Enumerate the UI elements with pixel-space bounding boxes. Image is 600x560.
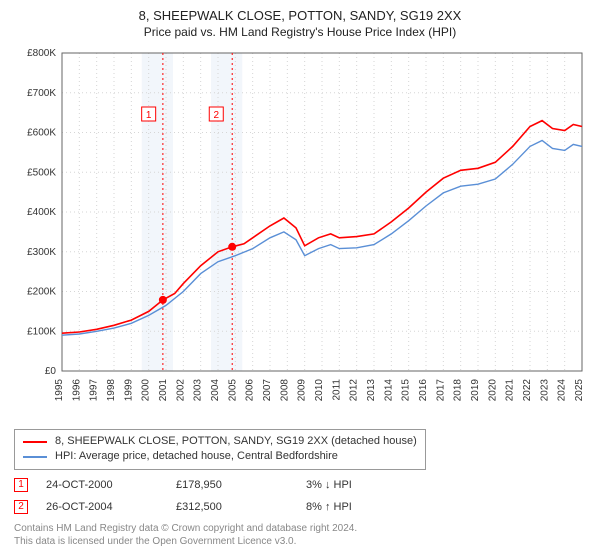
svg-text:1998: 1998: [106, 378, 117, 401]
svg-text:2019: 2019: [470, 378, 481, 401]
svg-text:£800K: £800K: [27, 48, 56, 59]
svg-text:1996: 1996: [71, 378, 82, 401]
sale-row: 1 24-OCT-2000 £178,950 3% ↓ HPI: [14, 478, 586, 492]
svg-text:2023: 2023: [539, 378, 550, 401]
svg-text:2025: 2025: [574, 378, 585, 401]
sale-price: £178,950: [176, 479, 306, 491]
svg-text:2016: 2016: [418, 378, 429, 401]
svg-text:2001: 2001: [158, 378, 169, 401]
footer-note: Contains HM Land Registry data © Crown c…: [14, 522, 586, 549]
legend-swatch-icon: [23, 456, 47, 458]
sale-marker-icon: 2: [14, 500, 28, 514]
legend-label: 8, SHEEPWALK CLOSE, POTTON, SANDY, SG19 …: [55, 434, 417, 449]
svg-text:2014: 2014: [383, 378, 394, 401]
svg-text:£400K: £400K: [27, 207, 56, 218]
svg-text:1995: 1995: [54, 378, 65, 401]
sale-marker-icon: 1: [14, 478, 28, 492]
legend-label: HPI: Average price, detached house, Cent…: [55, 449, 338, 464]
sale-row: 2 26-OCT-2004 £312,500 8% ↑ HPI: [14, 500, 586, 514]
footer-line: This data is licensed under the Open Gov…: [14, 536, 296, 547]
svg-text:1999: 1999: [123, 378, 134, 401]
svg-text:2018: 2018: [453, 378, 464, 401]
title-main: 8, SHEEPWALK CLOSE, POTTON, SANDY, SG19 …: [14, 8, 586, 25]
svg-text:£700K: £700K: [27, 88, 56, 99]
svg-text:2024: 2024: [557, 378, 568, 401]
svg-text:2005: 2005: [227, 378, 238, 401]
svg-text:2015: 2015: [401, 378, 412, 401]
sale-price: £312,500: [176, 501, 306, 513]
svg-text:2007: 2007: [262, 378, 273, 401]
sale-diff: 8% ↑ HPI: [306, 501, 352, 513]
svg-text:2017: 2017: [435, 378, 446, 401]
svg-text:2013: 2013: [366, 378, 377, 401]
svg-text:£100K: £100K: [27, 326, 56, 337]
svg-text:£0: £0: [45, 366, 57, 377]
svg-text:2010: 2010: [314, 378, 325, 401]
legend-swatch-icon: [23, 441, 47, 443]
svg-text:2009: 2009: [297, 378, 308, 401]
svg-text:2020: 2020: [487, 378, 498, 401]
chart: £0 £100K £200K £300K £400K £500K £600K £700K £80…: [14, 43, 586, 423]
legend-item: 8, SHEEPWALK CLOSE, POTTON, SANDY, SG19 …: [23, 434, 417, 449]
svg-text:2021: 2021: [505, 378, 516, 401]
svg-text:2: 2: [213, 110, 219, 121]
svg-text:£600K: £600K: [27, 127, 56, 138]
svg-text:2012: 2012: [349, 378, 360, 401]
svg-text:2002: 2002: [175, 378, 186, 401]
svg-text:1: 1: [146, 110, 152, 121]
svg-text:2003: 2003: [193, 378, 204, 401]
svg-text:2022: 2022: [522, 378, 533, 401]
svg-text:2011: 2011: [331, 378, 342, 400]
legend-item: HPI: Average price, detached house, Cent…: [23, 449, 417, 464]
sale-diff: 3% ↓ HPI: [306, 479, 352, 491]
footer-line: Contains HM Land Registry data © Crown c…: [14, 523, 357, 534]
title-sub: Price paid vs. HM Land Registry's House …: [14, 25, 586, 39]
svg-text:1997: 1997: [89, 378, 100, 401]
legend: 8, SHEEPWALK CLOSE, POTTON, SANDY, SG19 …: [14, 429, 426, 470]
sale-date: 26-OCT-2004: [46, 501, 176, 513]
chart-svg: £0 £100K £200K £300K £400K £500K £600K £700K £80…: [14, 43, 586, 423]
svg-text:£300K: £300K: [27, 247, 56, 258]
svg-text:£200K: £200K: [27, 286, 56, 297]
svg-text:2000: 2000: [141, 378, 152, 401]
svg-text:2006: 2006: [245, 378, 256, 401]
chart-container: 8, SHEEPWALK CLOSE, POTTON, SANDY, SG19 …: [0, 0, 600, 560]
sale-date: 24-OCT-2000: [46, 479, 176, 491]
svg-text:2004: 2004: [210, 378, 221, 401]
svg-text:£500K: £500K: [27, 167, 56, 178]
svg-text:2008: 2008: [279, 378, 290, 401]
